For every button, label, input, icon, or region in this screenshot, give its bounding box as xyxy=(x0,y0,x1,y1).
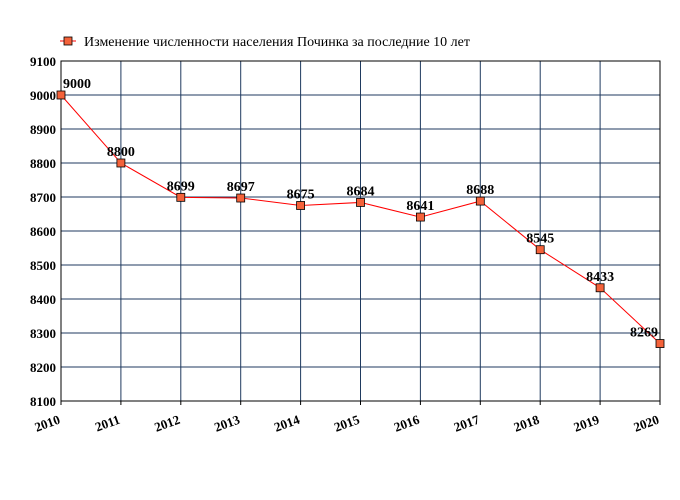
y-tick-label: 8500 xyxy=(30,258,56,273)
data-label: 8800 xyxy=(107,145,135,160)
data-label: 9000 xyxy=(63,77,91,92)
plot-axes xyxy=(60,60,661,405)
data-point xyxy=(116,158,126,168)
data-point xyxy=(475,196,485,206)
data-label: 8697 xyxy=(227,180,255,195)
plot-grid xyxy=(60,60,661,402)
data-label: 8684 xyxy=(347,184,375,199)
y-tick-label: 8600 xyxy=(30,224,56,239)
data-point xyxy=(356,198,365,207)
y-tick-label: 8200 xyxy=(30,360,56,375)
y-tick-labels: 8100 8200 8300 8400 8500 8600 8700 8800 8900 9000… xyxy=(30,54,56,409)
data-label: 8545 xyxy=(526,232,554,247)
x-tick-label: 2020 xyxy=(631,412,661,435)
y-tick-label: 9000 xyxy=(30,88,56,103)
x-tick-label: 2014 xyxy=(272,412,302,435)
series xyxy=(56,90,665,348)
y-tick-label: 9100 xyxy=(30,54,56,69)
legend: Изменение численности населения Починка … xyxy=(60,35,470,50)
data-point xyxy=(655,339,665,348)
data-label: 8699 xyxy=(167,179,195,194)
y-tick-label: 8800 xyxy=(30,156,56,171)
x-tick-label: 2011 xyxy=(93,412,122,435)
data-label: 8641 xyxy=(406,199,434,214)
x-tick-label: 2019 xyxy=(572,412,602,435)
y-tick-label: 8400 xyxy=(30,292,56,307)
y-tick-label: 8100 xyxy=(30,394,56,409)
data-label: 8675 xyxy=(287,188,315,203)
y-tick-label: 8700 xyxy=(30,190,56,205)
x-tick-label: 2015 xyxy=(332,412,362,435)
x-tick-label: 2017 xyxy=(452,412,482,435)
x-tick-label: 2016 xyxy=(392,412,422,435)
x-tick-label: 2013 xyxy=(212,412,242,435)
data-point xyxy=(236,193,246,203)
legend-label: Изменение численности населения Починка … xyxy=(84,35,470,50)
x-tick-labels: 2010 2011 2012 2013 2014 2015 2016 2017 2018 2019… xyxy=(32,412,661,435)
data-point xyxy=(535,245,545,255)
data-label: 8269 xyxy=(630,326,658,341)
data-point xyxy=(176,192,186,202)
data-label: 8688 xyxy=(466,183,494,198)
legend-marker xyxy=(63,36,73,46)
y-tick-label: 8900 xyxy=(30,122,56,137)
x-tick-label: 2010 xyxy=(32,412,62,435)
x-tick-label: 2012 xyxy=(152,412,182,435)
data-point xyxy=(415,212,425,222)
data-point xyxy=(595,283,605,293)
data-label: 8433 xyxy=(586,270,614,285)
y-tick-label: 8300 xyxy=(30,326,56,341)
data-point xyxy=(56,90,66,100)
data-point xyxy=(296,201,306,210)
data-labels: 9000 8800 8699 8697 8675 8684 8641 8688 8545 8433… xyxy=(63,77,658,341)
x-tick-label: 2018 xyxy=(512,412,542,435)
plot-frame xyxy=(60,60,661,402)
